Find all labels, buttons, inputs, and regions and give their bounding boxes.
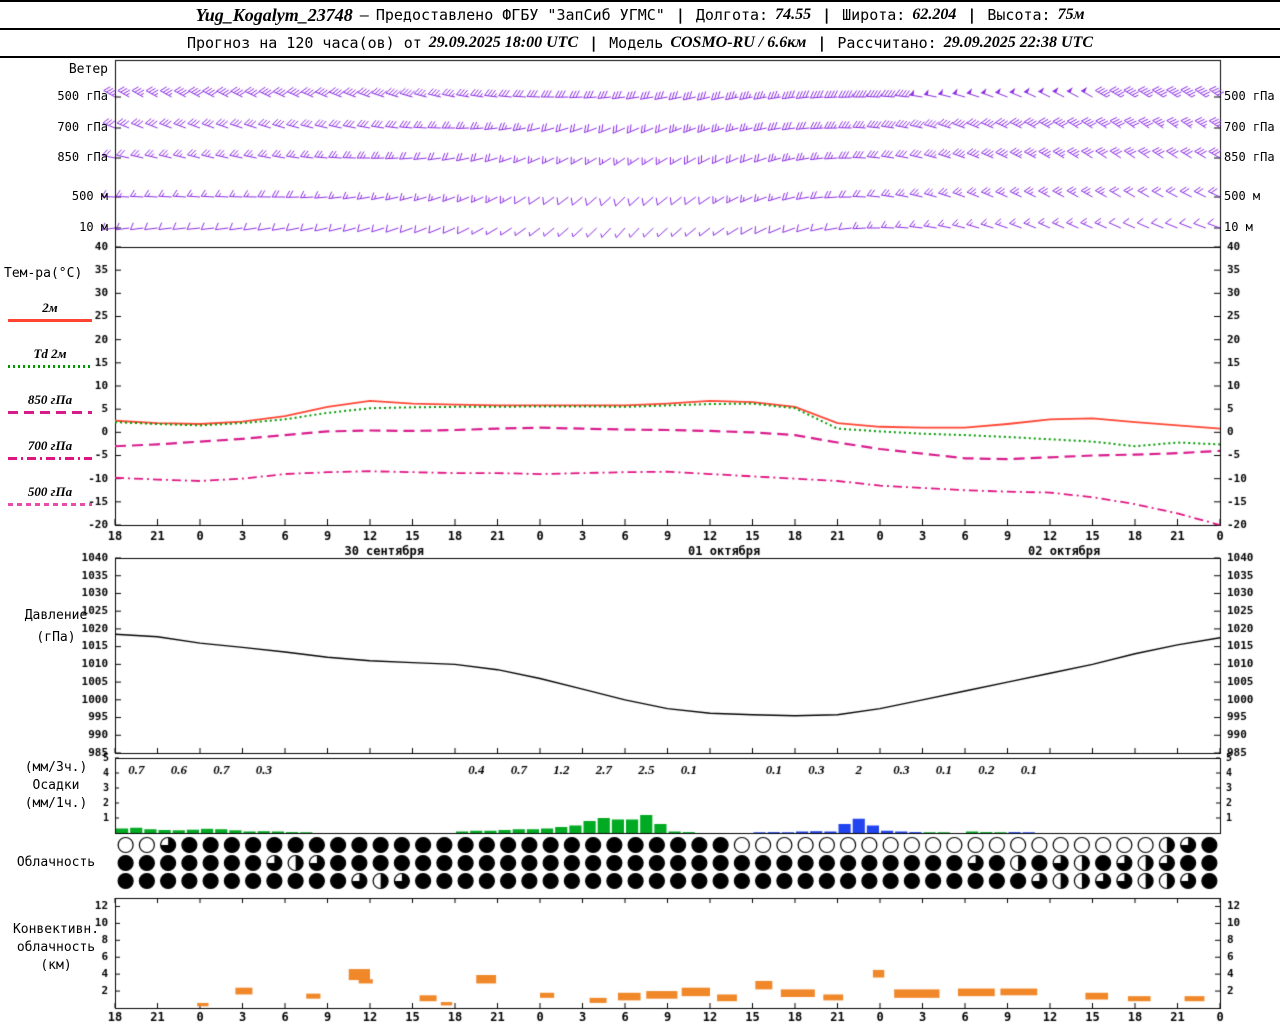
wind-level-label-left: 500 гПа: [57, 89, 108, 103]
temp-legend-label: 850 гПа: [27, 392, 73, 407]
provider-text: Предоставлено ФГБУ "ЗапСиб УГМС": [375, 6, 665, 24]
precip-3h-unit-label: (мм/3ч.): [24, 760, 88, 775]
temp-legend-item: 2м: [8, 300, 92, 322]
cloudiness-panel-label: Облачность: [16, 855, 96, 870]
header-separator-icon: |: [675, 6, 685, 24]
temp-legend-item: 700 гПа: [8, 438, 92, 460]
precip-panel-label: Осадки: [32, 778, 80, 793]
longitude-value: 74.55: [775, 6, 812, 23]
longitude-label: Долгота:: [695, 6, 769, 24]
altitude-value: 75м: [1057, 6, 1085, 23]
wind-level-label-right: 500 м: [1224, 189, 1261, 203]
header-row-1: Yug_Kogalym_23748 — Предоставлено ФГБУ "…: [0, 2, 1280, 30]
temp-legend-line-sample: [8, 503, 92, 506]
forecast-label: Прогноз на 120 часа(ов) от: [186, 34, 422, 52]
convective-panel-label-1: Конвективн.: [12, 922, 100, 937]
header-dash: —: [359, 6, 369, 24]
header-separator-icon: |: [822, 6, 832, 24]
altitude-label: Высота:: [987, 6, 1051, 24]
temp-legend-line-sample: [8, 411, 92, 414]
temp-legend-line-sample: [8, 365, 92, 368]
temp-legend-line-sample: [8, 319, 92, 322]
precip-1h-unit-label: (мм/1ч.): [24, 796, 88, 811]
pressure-panel-label: Давление: [24, 608, 88, 623]
temperature-panel-label: Тем-ра(°C): [4, 266, 83, 281]
convective-panel-label-2: облачность: [16, 940, 96, 955]
wind-level-label-right: 700 гПа: [1224, 120, 1275, 134]
header-separator-icon: |: [589, 34, 599, 52]
header-row-2: Прогноз на 120 часа(ов) от 29.09.2025 18…: [0, 30, 1280, 58]
wind-level-label-right: 500 гПа: [1224, 89, 1275, 103]
temp-legend-item: Td 2м: [8, 346, 92, 368]
wind-level-label-left: 500 м: [71, 189, 108, 203]
model-label: Модель: [609, 34, 664, 52]
wind-level-label-left: 700 гПа: [57, 120, 108, 134]
model-value: COSMO-RU / 6.6км: [670, 34, 807, 51]
header-bar: Yug_Kogalym_23748 — Предоставлено ФГБУ "…: [0, 0, 1280, 58]
calc-time-value: 29.09.2025 22:38 UTC: [943, 34, 1094, 51]
wind-level-label-left: 850 гПа: [57, 150, 108, 164]
temp-legend-label: 2м: [42, 300, 58, 315]
temp-legend-line-sample: [8, 457, 92, 460]
forecast-time-value: 29.09.2025 18:00 UTC: [428, 34, 579, 51]
convective-panel-label-3: (км): [40, 958, 72, 973]
temp-legend-label: Td 2м: [33, 346, 67, 361]
wind-level-label-right: 850 гПа: [1224, 150, 1275, 164]
station-name: Yug_Kogalym_23748: [195, 4, 353, 25]
temp-legend-item: 850 гПа: [8, 392, 92, 414]
header-separator-icon: |: [817, 34, 827, 52]
temp-legend-label: 700 гПа: [27, 438, 73, 453]
temp-legend-label: 500 гПа: [27, 484, 73, 499]
header-separator-icon: |: [967, 6, 977, 24]
pressure-unit-label: (гПа): [36, 630, 76, 645]
wind-panel-label: Ветер: [68, 62, 108, 77]
temp-legend-item: 500 гПа: [8, 484, 92, 506]
wind-level-label-right: 10 м: [1224, 220, 1253, 234]
wind-level-label-left: 10 м: [79, 220, 108, 234]
calc-label: Рассчитано:: [837, 34, 937, 52]
latitude-label: Широта:: [842, 6, 906, 24]
latitude-value: 62.204: [912, 6, 957, 23]
